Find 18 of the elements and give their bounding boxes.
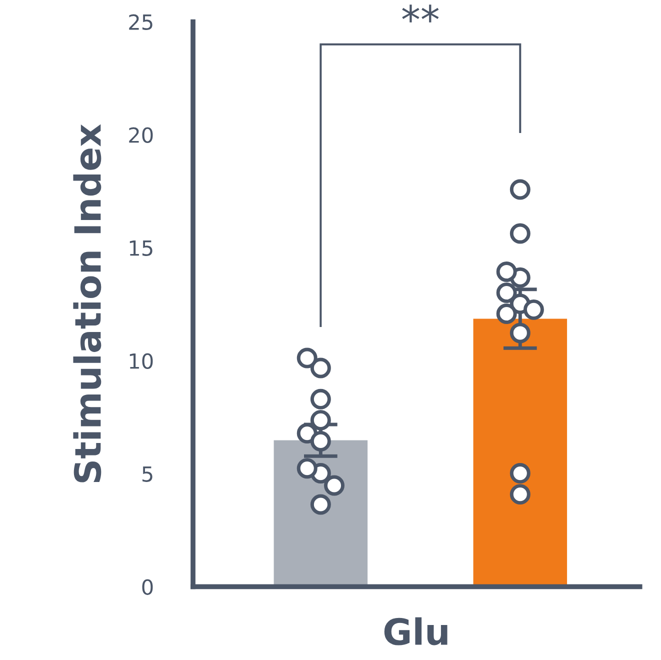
point	[510, 223, 530, 244]
y-axis-title: Stimulation Index	[73, 124, 102, 482]
point	[310, 494, 331, 515]
annotation: **	[402, 4, 439, 22]
point	[510, 463, 530, 484]
y-tick-label: 0	[142, 579, 153, 595]
x-axis-title: Glu	[384, 617, 448, 646]
y-tick-label: 10	[130, 353, 153, 369]
point	[310, 410, 331, 430]
y-tick-label: 15	[130, 240, 152, 256]
point	[510, 322, 530, 344]
y-tick-label: 5	[142, 466, 152, 482]
y-tick-label: 25	[129, 14, 152, 30]
y-tick-label: 20	[129, 127, 153, 143]
point	[510, 484, 530, 505]
point	[310, 430, 331, 452]
point	[310, 388, 331, 410]
point	[510, 179, 530, 200]
